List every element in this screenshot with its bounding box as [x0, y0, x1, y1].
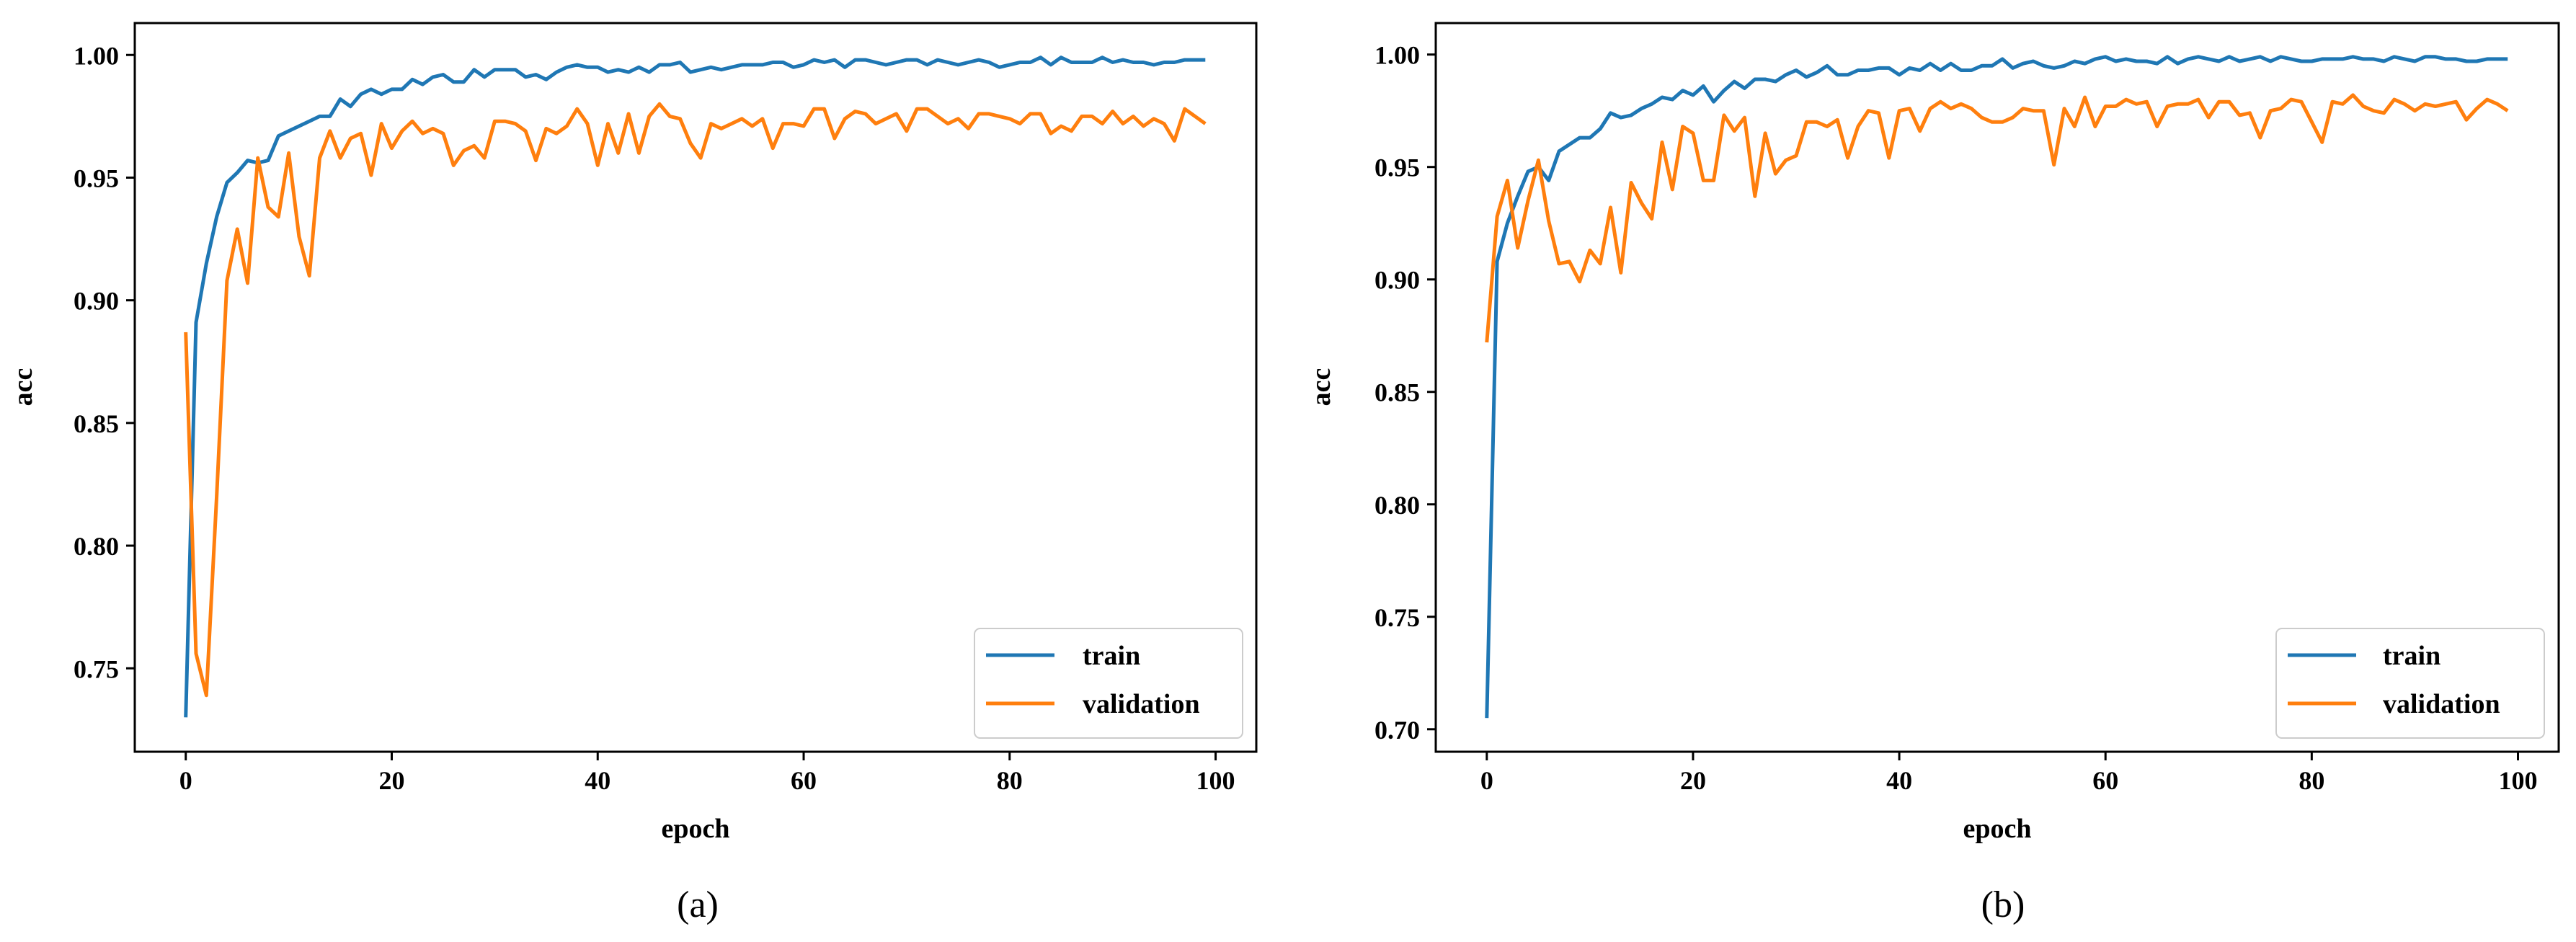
x-tick-label: 60 [791, 766, 817, 795]
plot-frame [1434, 22, 2560, 753]
y-axis-title: acc [1306, 368, 1336, 406]
legend-label-train: train [2383, 641, 2440, 671]
x-tick-label: 80 [2299, 766, 2324, 795]
x-tick-label: 0 [179, 766, 192, 795]
y-tick-label: 0.80 [1374, 491, 1420, 520]
y-tick-label: 0.95 [74, 164, 119, 192]
legend-label-validation: validation [2383, 689, 2500, 719]
x-axis-ticks: 0 20 40 60 80 100 [179, 752, 1235, 795]
x-tick-label: 80 [997, 766, 1023, 795]
y-tick-label: 0.85 [1374, 378, 1420, 407]
y-tick-label: 1.00 [74, 41, 119, 70]
y-tick-label: 0.70 [1374, 716, 1420, 745]
legend-label-train: train [1083, 641, 1140, 671]
y-tick-label: 0.95 [1374, 154, 1420, 182]
chart-panel-a: 0 20 40 60 80 100 0.75 0.80 0.85 0.90 0.95 1.00 ep… [8, 22, 1258, 925]
panel-caption: (a) [677, 884, 719, 925]
series-line-train [184, 55, 1206, 718]
y-tick-label: 0.90 [1374, 266, 1420, 295]
y-tick-label: 0.85 [74, 409, 119, 438]
series-line-validation [184, 102, 1207, 698]
chart-panel-b: 0 20 40 60 80 100 0.70 0.75 0.80 0.85 0.90 0.95 1.0… [1306, 22, 2560, 925]
series-line-validation [1485, 93, 2509, 343]
x-tick-label: 40 [585, 766, 610, 795]
y-tick-label: 0.90 [74, 287, 119, 316]
plot-lines [1485, 55, 2509, 719]
x-tick-label: 20 [1680, 766, 1706, 795]
legend: train validation [2275, 628, 2545, 739]
y-axis-title: acc [8, 368, 38, 406]
x-tick-label: 60 [2092, 766, 2118, 795]
x-axis-title: epoch [662, 814, 730, 844]
x-tick-label: 20 [378, 766, 404, 795]
x-tick-label: 100 [2498, 766, 2537, 795]
plot-frame [133, 22, 1258, 753]
y-axis-ticks: 0.70 0.75 0.80 0.85 0.90 0.95 1.00 [1374, 41, 1436, 745]
x-tick-label: 0 [1480, 766, 1493, 795]
legend: train validation [974, 628, 1243, 739]
x-tick-label: 100 [1196, 766, 1235, 795]
series-line-train [1485, 55, 2508, 719]
plot-lines [184, 55, 1207, 718]
y-axis-ticks: 0.75 0.80 0.85 0.90 0.95 1.00 [74, 41, 135, 683]
x-axis-ticks: 0 20 40 60 80 100 [1480, 752, 2537, 795]
y-tick-label: 0.75 [74, 654, 119, 683]
y-tick-label: 1.00 [1374, 41, 1420, 70]
x-axis-title: epoch [1963, 814, 2032, 844]
panel-caption: (b) [1981, 884, 2025, 925]
y-tick-label: 0.75 [1374, 603, 1420, 632]
y-tick-label: 0.80 [74, 532, 119, 561]
x-tick-label: 40 [1886, 766, 1912, 795]
legend-label-validation: validation [1083, 689, 1200, 719]
